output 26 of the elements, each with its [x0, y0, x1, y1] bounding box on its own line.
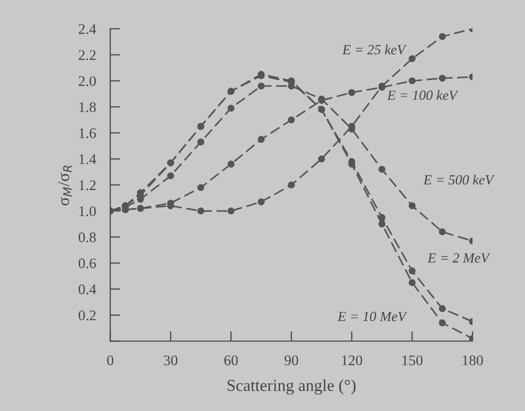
y-axis-title: σ$_{M}$/σ$_{R}$ [58, 166, 72, 206]
series-label: E = 2 MeV [428, 253, 490, 263]
y-tick-label: 2.0 [78, 76, 96, 86]
y-tick-label: 1.4 [79, 154, 96, 164]
y-tick-label: 0.8 [78, 232, 96, 242]
x-tick-label: 120 [342, 355, 362, 366]
x-tick-label: 60 [224, 355, 238, 366]
y-tick-label: 0.6 [78, 258, 96, 268]
x-tick-label: 30 [164, 355, 178, 366]
x-tick-label: 180 [462, 355, 483, 366]
y-tick-label: 1.0 [79, 206, 96, 216]
y-tick-label: 2.2 [78, 50, 96, 60]
series-label: E = 25 keV [342, 44, 407, 54]
x-tick-label: 150 [402, 355, 423, 366]
series-label: E = 500 keV [423, 174, 495, 185]
x-tick-label: 0 [107, 355, 114, 366]
y-tick-label: 1.6 [79, 128, 96, 138]
y-tick-label: 0.2 [78, 310, 96, 320]
x-axis-title: Scattering angle (°) [228, 379, 356, 395]
series-label: E = 100 keV [387, 90, 458, 100]
y-tick-label: 0.4 [78, 284, 96, 294]
y-tick-label: 1.8 [79, 102, 96, 112]
series-label: E = 10 MeV [338, 312, 408, 322]
y-tick-label: 1.2 [79, 180, 96, 190]
x-tick-label: 90 [284, 355, 298, 366]
y-tick-label: 2.4 [78, 24, 96, 34]
